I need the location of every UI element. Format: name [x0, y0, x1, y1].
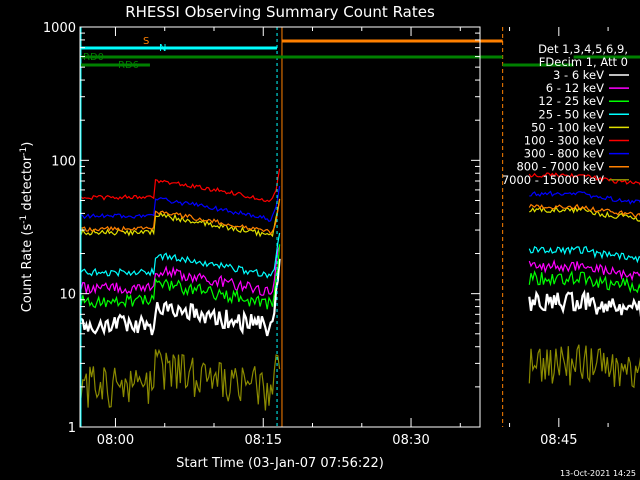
legend-label: 25 - 50 keV	[538, 107, 604, 121]
series-line	[80, 198, 281, 238]
series-line	[80, 199, 281, 236]
series-line	[80, 168, 281, 203]
series-line	[80, 348, 281, 411]
y-label-sup2: -1	[19, 147, 29, 156]
y-label-sup1: -1	[19, 215, 29, 224]
series-line	[528, 259, 640, 282]
series-line	[80, 244, 281, 310]
saa-flag-label: S	[143, 36, 149, 47]
flag-layer: SN RD0 RD6	[80, 27, 640, 427]
legend-label: 12 - 25 keV	[538, 94, 604, 108]
series-line	[529, 190, 640, 205]
legend-header-2: FDecim 1, Att 0	[539, 55, 628, 69]
legend-label: 300 - 800 keV	[524, 147, 604, 161]
plot-frame	[79, 26, 481, 428]
x-axis-label: Start Time (03-Jan-07 07:56:22)	[176, 456, 384, 471]
legend-label: 800 - 7000 keV	[516, 160, 604, 174]
x-tick-label: 08:00	[97, 433, 134, 448]
rd6-flag-label: RD6	[118, 60, 139, 71]
chart-title: RHESSI Observing Summary Count Rates	[125, 3, 435, 21]
y-label-main: Count Rate (s	[20, 224, 35, 313]
series-line	[528, 245, 640, 264]
legend-header-1: Det 1,3,4,5,6,9,	[538, 42, 628, 56]
y-axis-label: Count Rate (s-1 detector-1)	[19, 142, 35, 313]
series-line	[80, 185, 281, 223]
y-axis: 1 10 100 1000	[43, 21, 480, 436]
series-line	[528, 289, 640, 317]
legend-label: 7000 - 15000 keV	[502, 173, 604, 187]
footer-timestamp: 13-Oct-2021 14:25	[560, 469, 636, 478]
legend-label: 50 - 100 keV	[531, 120, 604, 134]
legend-label: 100 - 300 keV	[524, 134, 604, 148]
y-tick-label: 1000	[43, 21, 76, 36]
series-line	[528, 205, 640, 222]
series-line	[80, 232, 281, 279]
series-line	[528, 344, 640, 389]
rd0-flag-label: RD0	[83, 52, 104, 63]
legend-label: 3 - 6 keV	[553, 68, 604, 82]
legend-label: 6 - 12 keV	[546, 81, 604, 95]
y-label-mid: detector	[20, 155, 35, 215]
y-tick-label: 1	[68, 421, 76, 436]
x-tick-label: 08:45	[540, 433, 577, 448]
legend: Det 1,3,4,5,6,9, FDecim 1, Att 0 3 - 6 k…	[502, 42, 629, 187]
series-line	[80, 258, 281, 337]
y-tick-label: 10	[59, 288, 76, 303]
x-tick-label: 08:15	[245, 433, 282, 448]
y-tick-label: 100	[51, 154, 76, 169]
series-line	[528, 270, 640, 294]
data-layer	[80, 168, 640, 411]
x-tick-label: 08:30	[392, 433, 429, 448]
y-label-end: )	[20, 142, 35, 147]
night-flag-label: N	[159, 43, 166, 54]
series-line	[80, 245, 281, 296]
series-line	[528, 203, 640, 219]
